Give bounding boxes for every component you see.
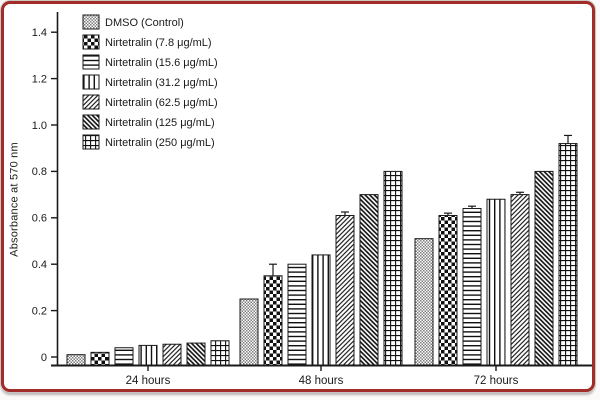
x-category-label: 48 hours <box>299 375 344 387</box>
legend-label: Nirtetralin (250 μg/mL) <box>105 137 215 149</box>
y-tick-label: 1.2 <box>32 73 47 85</box>
y-tick-label: 1.0 <box>32 120 47 132</box>
bar-g1-s3 <box>114 347 134 367</box>
bar-g1-s6 <box>186 342 206 367</box>
y-tick-label: 0.8 <box>32 166 47 178</box>
y-axis-title: Absorbance at 570 nm <box>8 142 21 257</box>
legend-label: Nirtetralin (31.2 μg/mL) <box>105 77 218 89</box>
y-tick-label: 0.4 <box>32 259 47 271</box>
bar-g3-s5 <box>510 194 530 367</box>
bar-g2-s5 <box>335 214 355 367</box>
legend-swatch-horizontal-lines <box>82 54 100 70</box>
legend-label: Nirtetralin (7.8 μg/mL) <box>105 37 212 49</box>
x-category-label: 72 hours <box>474 375 519 387</box>
y-tick-label: 0.2 <box>32 305 47 317</box>
legend-swatch-checkerboard <box>82 34 100 50</box>
legend: DMSO (Control) Nirtetralin (7.8 μg/mL) Nir… <box>82 14 218 150</box>
bar-g3-s4 <box>486 198 506 367</box>
legend-item: Nirtetralin (250 μg/mL) <box>82 134 215 150</box>
legend-swatch-fine-checker-gray <box>82 14 100 30</box>
legend-item: Nirtetralin (31.2 μg/mL) <box>82 74 218 90</box>
legend-item: Nirtetralin (62.5 μg/mL) <box>82 94 218 110</box>
legend-label: DMSO (Control) <box>105 17 184 29</box>
bar-g2-s1 <box>239 298 259 367</box>
legend-swatch-grid <box>82 134 100 150</box>
bars-layer <box>66 134 578 367</box>
bar-g2-s7 <box>383 170 403 367</box>
bar-g2-s6 <box>359 194 379 367</box>
bar-g2-s3 <box>287 263 307 367</box>
bar-g3-s3 <box>462 208 482 367</box>
legend-item: Nirtetralin (15.6 μg/mL) <box>82 54 218 70</box>
bar-g1-s7 <box>210 340 230 367</box>
y-tick-label: 1.4 <box>32 27 47 39</box>
bar-g2-s4 <box>311 254 331 367</box>
bar-g1-s4 <box>138 344 158 367</box>
bar-g3-s2 <box>438 214 458 367</box>
legend-item: DMSO (Control) <box>82 14 184 30</box>
legend-label: Nirtetralin (15.6 μg/mL) <box>105 57 218 69</box>
legend-label: Nirtetralin (62.5 μg/mL) <box>105 97 218 109</box>
bar-g3-s6 <box>534 170 554 367</box>
y-tick-label: 0.6 <box>32 213 47 225</box>
x-category-label: 24 hours <box>126 375 171 387</box>
bar-g1-s5 <box>162 343 182 367</box>
bar-g3-s7 <box>558 143 578 367</box>
bar-g3-s1 <box>414 238 434 367</box>
legend-swatch-vertical-lines <box>82 74 100 90</box>
legend-swatch-diagonal-up <box>82 94 100 110</box>
legend-item: Nirtetralin (7.8 μg/mL) <box>82 34 212 50</box>
bar-g1-s1 <box>66 354 86 367</box>
legend-item: Nirtetralin (125 μg/mL) <box>82 114 215 130</box>
bar-g2-s2 <box>263 275 283 367</box>
bar-g1-s2 <box>90 351 110 367</box>
y-tick-label: 0 <box>41 352 47 364</box>
legend-label: Nirtetralin (125 μg/mL) <box>105 117 215 129</box>
legend-swatch-diagonal-down <box>82 114 100 130</box>
axes-layer: 0 0.2 0.4 0.6 0.8 1.0 1.2 1.4 24 hours 48 hours 72… <box>32 12 592 387</box>
